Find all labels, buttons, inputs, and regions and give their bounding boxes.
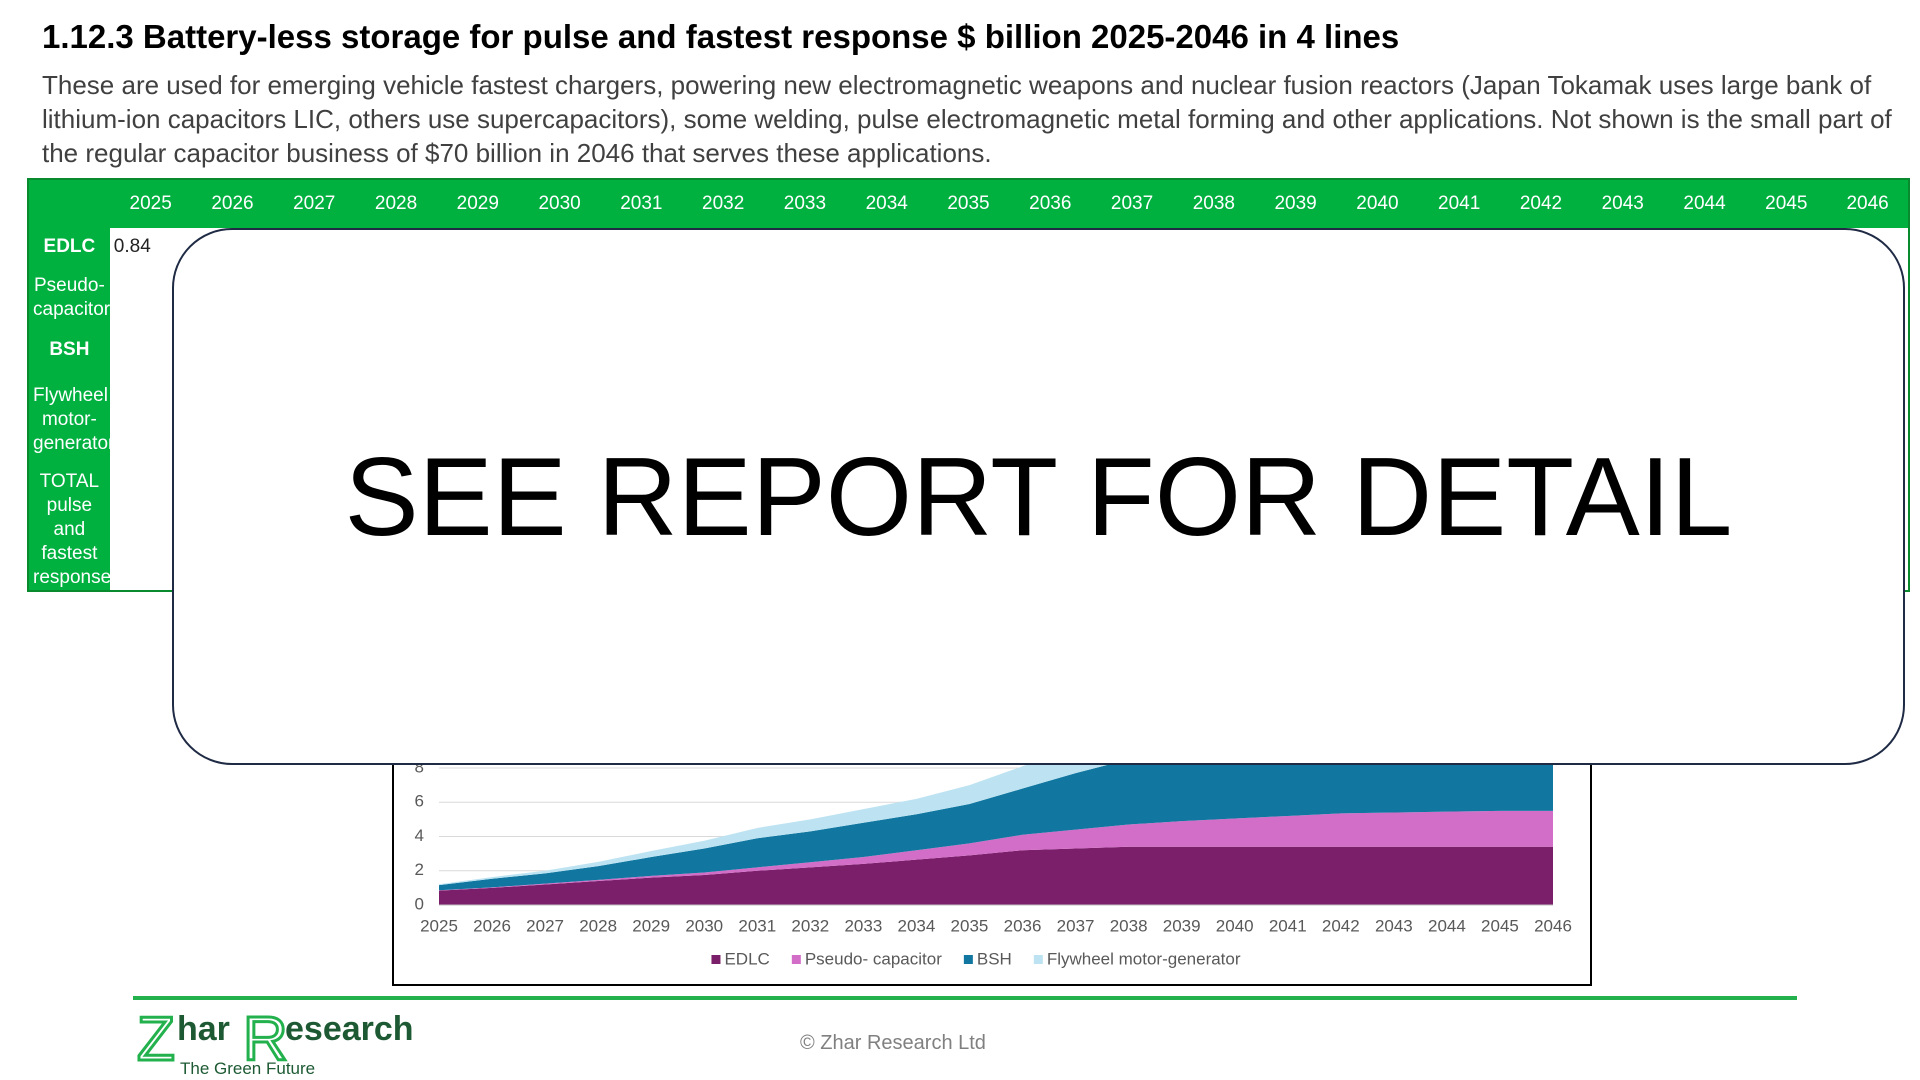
title: 1.12.3 Battery-less storage for pulse an… [42,18,1400,55]
y-tick-label: 6 [415,792,424,811]
year-header: 2040 [1336,179,1419,228]
table-row: Flywheel motor-generator [28,369,1909,470]
table-row: BSH [28,330,1909,369]
year-header: 2032 [682,179,765,228]
x-tick-label: 2041 [1269,916,1307,935]
year-header: 2025 [109,179,192,228]
year-header: 2043 [1581,179,1664,228]
logo-tagline: The Green Future [180,1059,315,1078]
x-tick-label: 2028 [579,916,617,935]
x-tick-label: 2025 [420,916,458,935]
x-tick-label: 2046 [1534,916,1572,935]
logo: Z har R esearch The Green Future [136,1004,414,1079]
year-header: 2038 [1172,179,1255,228]
overlay: SEE REPORT FOR DETAIL [172,228,1905,765]
legend-label: EDLC [724,949,769,968]
year-header: 2033 [764,179,846,228]
row-label: EDLC [28,228,110,265]
legend-swatch [1033,955,1043,964]
x-tick-label: 2026 [473,916,511,935]
logo-text: har [177,1010,230,1048]
x-tick-label: 2036 [1004,916,1042,935]
x-tick-label: 2044 [1428,916,1466,935]
year-header: 2026 [191,179,274,228]
x-tick-label: 2033 [844,916,882,935]
y-tick-label: 8 [415,757,424,776]
year-header: 2041 [1418,179,1501,228]
year-header: 2028 [355,179,437,228]
y-tick-label: 4 [415,826,424,845]
table-cell: 0.84 [113,235,151,257]
table-row: Pseudo-capacitor [28,265,1909,330]
x-tick-label: 2030 [685,916,723,935]
subtitle: These are used for emerging vehicle fast… [42,70,1892,168]
row-label: Pseudo-capacitor [28,265,110,330]
year-header: 2044 [1663,179,1746,228]
row-label: BSH [28,330,110,369]
table-row: TOTAL pulse and fastest response [28,470,1909,591]
footer-rule [133,996,1797,1000]
year-header: 2039 [1254,179,1337,228]
legend-swatch [791,955,801,964]
x-tick-label: 2043 [1375,916,1413,935]
x-tick-label: 2035 [951,916,989,935]
year-header: 2037 [1091,179,1173,228]
header-row: 2025 2026 2027 2028 2029 2030 2031 2032 2033 2034… [28,179,1909,228]
x-tick-label: 2045 [1481,916,1519,935]
year-header: 2031 [600,179,683,228]
year-header: 2029 [436,179,519,228]
x-tick-label: 2042 [1322,916,1360,935]
area [439,810,1553,891]
legend-swatch [711,955,721,964]
row-label: Flywheel motor-generator [28,369,114,470]
logo-text: esearch [285,1010,414,1048]
x-tick-label: 2037 [1057,916,1095,935]
x-tick-label: 2032 [791,916,829,935]
corner-cell [28,179,110,228]
area [439,846,1553,905]
x-tick-label: 2031 [738,916,776,935]
year-header: 2036 [1009,179,1092,228]
logo-letter: Z [137,1005,175,1074]
row-label: TOTAL pulse and fastest response [28,470,111,591]
x-tick-label: 2034 [898,916,936,935]
year-header: 2046 [1827,179,1909,228]
year-header: 2030 [518,179,601,228]
x-tick-label: 2027 [526,916,564,935]
year-header: 2042 [1500,179,1582,228]
legend-label: Pseudo- capacitor [805,949,942,968]
logo-letter: R [243,1005,288,1074]
x-tick-label: 2029 [632,916,670,935]
y-tick-label: 2 [415,860,424,879]
x-tick-label: 2040 [1216,916,1254,935]
x-tick-label: 2038 [1110,916,1148,935]
y-tick-label: 0 [415,894,424,913]
year-header: 2027 [273,179,356,228]
legend-swatch [963,955,973,964]
legend-label: Flywheel motor-generator [1047,949,1241,968]
legend-label: BSH [977,949,1012,968]
copyright: © Zhar Research Ltd [800,1032,986,1054]
year-header: 2034 [845,179,928,228]
year-header: 2045 [1745,179,1828,228]
data-table: 2025 2026 2027 2028 2029 2030 2031 2032 2033 2034… [27,178,1910,592]
year-header: 2035 [927,179,1010,228]
x-tick-label: 2039 [1163,916,1201,935]
